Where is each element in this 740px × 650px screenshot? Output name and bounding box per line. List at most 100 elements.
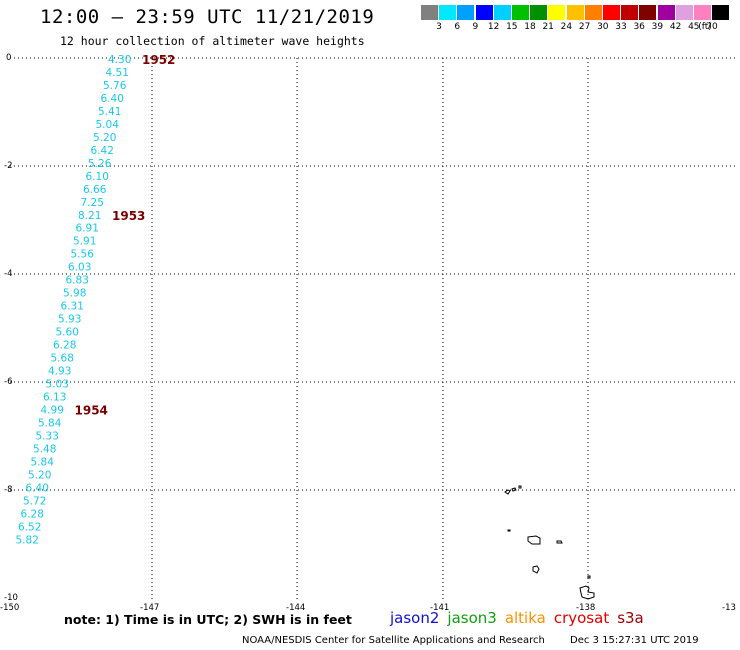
color-swatch: [694, 5, 711, 20]
color-scale-label: 39: [651, 22, 664, 32]
color-swatch: [675, 5, 693, 20]
lon-label: -144: [286, 603, 305, 613]
wave-height-value: 5.20: [28, 469, 51, 481]
legend-entry-cryosat: cryosat: [553, 609, 610, 627]
color-swatch: [603, 5, 620, 20]
color-scale-label: 3: [436, 22, 442, 32]
wave-height-value: 6.40: [101, 93, 124, 105]
wave-height-value: 4.30: [108, 54, 131, 66]
island-outlines: [504, 485, 595, 600]
wave-height-value: 5.98: [63, 288, 86, 300]
color-swatch: [421, 5, 438, 20]
island-outline: [511, 487, 517, 492]
wave-height-value: 5.93: [58, 314, 81, 326]
time-label: 1954: [75, 403, 108, 417]
color-scale-label: 36: [633, 22, 645, 32]
wave-height-value: 6.52: [18, 521, 41, 533]
wave-height-value: 4.93: [48, 366, 71, 378]
lon-label: -150: [0, 603, 19, 613]
legend-entry-altika: altika: [504, 609, 546, 627]
wave-height-value: 5.04: [96, 119, 120, 131]
latitude-labels: 0 -2 -4 -6 -8 -10: [4, 53, 18, 603]
time-labels: 1952 1953 1954: [75, 53, 176, 417]
color-scale-label: 12: [487, 22, 500, 32]
legend-entry-s3a: s3a: [617, 609, 644, 627]
wave-height-value: 6.03: [68, 262, 91, 274]
color-scale-label: 30: [597, 22, 609, 32]
wave-height-value: 6.28: [53, 340, 76, 352]
wave-height-value: 5.56: [71, 249, 95, 261]
color-swatch: [621, 5, 639, 20]
color-scale-label: 6: [454, 22, 461, 32]
wave-height-value: 6.66: [83, 184, 107, 196]
lat-lon-grid: [10, 57, 738, 600]
color-scale-label: 33: [615, 22, 627, 32]
wave-height-value: 6.42: [91, 145, 114, 157]
color-swatch: [548, 5, 566, 20]
color-scale-label: 27: [578, 22, 591, 32]
wave-height-value: 6.91: [76, 223, 99, 235]
island-outline: [587, 575, 591, 579]
lat-label: -2: [4, 161, 12, 171]
lat-label: 0: [6, 53, 11, 63]
wave-height-value: 6.28: [21, 508, 44, 520]
wave-height-value: 5.91: [73, 236, 96, 248]
wave-height-value: 5.48: [33, 443, 56, 455]
footer: NOAA/NESDIS Center for Satellite Applica…: [242, 635, 699, 646]
lat-label: -4: [4, 269, 12, 279]
color-scale-label: 9: [472, 22, 479, 32]
island-outline: [579, 585, 595, 600]
wave-height-value: 5.84: [38, 417, 62, 429]
wave-height-value: 5.41: [98, 106, 121, 118]
lat-label: -10: [4, 593, 18, 603]
lat-label: -6: [4, 377, 12, 387]
color-scale-label: 24: [560, 22, 573, 32]
color-swatch: [657, 5, 675, 20]
color-scale-label: 18: [524, 22, 536, 32]
wave-height-value: 4.99: [41, 404, 64, 416]
wave-height-value: 6.13: [43, 391, 66, 403]
color-swatch: [439, 5, 457, 20]
timestamp-text: Dec 3 15:27:31 UTC 2019: [570, 635, 699, 646]
island-outline: [556, 540, 563, 544]
time-label: 1952: [142, 53, 175, 67]
color-scale-label: 15: [506, 22, 518, 32]
credit-text: NOAA/NESDIS Center for Satellite Applica…: [242, 635, 545, 646]
wave-height-value: 5.33: [36, 430, 59, 442]
color-scale-label: 70: [706, 22, 718, 32]
island-outline: [507, 529, 511, 532]
island-outline: [504, 489, 511, 495]
wave-height-value: 6.40: [26, 482, 49, 494]
wave-height-value: 6.10: [86, 171, 109, 183]
lon-label: -141: [430, 603, 449, 613]
wave-height-value: 4.51: [106, 67, 129, 79]
color-swatch: [639, 5, 657, 20]
chart-subtitle: 12 hour collection of altimeter wave hei…: [60, 34, 365, 48]
wave-height-value: 7.25: [81, 197, 104, 209]
wave-height-value: 8.21: [78, 210, 101, 222]
chart-title: 12:00 – 23:59 UTC 11/21/2019: [40, 6, 375, 28]
color-scale-label: 21: [542, 22, 554, 32]
lat-label: -8: [4, 485, 12, 495]
note-text: note: 1) Time is in UTC; 2) SWH is in fe…: [64, 612, 352, 627]
lon-label: -13: [722, 603, 736, 613]
satellite-legend: jason2 jason3 altika cryosat s3a: [390, 609, 652, 627]
color-swatch: [475, 5, 493, 20]
wave-height-value: 5.03: [46, 379, 69, 391]
wave-height-value: 5.26: [88, 158, 112, 170]
lon-label: -138: [576, 603, 595, 613]
color-swatch: [566, 5, 584, 20]
color-scale-label: 42: [669, 22, 682, 32]
wave-height-value: 5.76: [103, 80, 127, 92]
color-swatch: [584, 5, 602, 20]
color-scale-label: 45: [688, 22, 700, 32]
wave-height-track: 4.304.515.766.405.415.045.206.425.266.10…: [16, 54, 132, 546]
color-swatch: [457, 5, 475, 20]
wave-height-value: 5.60: [56, 327, 79, 339]
wave-height-value: 5.68: [51, 353, 74, 365]
wave-height-value: 5.20: [93, 132, 116, 144]
island-outline: [527, 535, 541, 545]
legend-entry-jason2: jason2: [390, 609, 440, 627]
longitude-labels: -150 -147 -144 -141 -138 -13: [0, 603, 736, 613]
